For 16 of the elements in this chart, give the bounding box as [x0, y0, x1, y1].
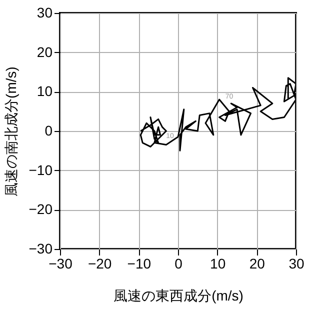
y-tick-label: −20: [28, 201, 53, 218]
x-tick-label: 0: [174, 256, 183, 272]
x-tick-label: 10: [210, 256, 226, 272]
y-tick-label: 30: [36, 4, 53, 20]
y-tick-label: −30: [28, 240, 53, 256]
x-tick-label: −30: [48, 256, 73, 272]
y-tick-label: 20: [36, 44, 53, 60]
x-tick-label: −20: [88, 256, 112, 272]
x-tick-label: −10: [127, 256, 152, 272]
y-axis-title: 風速の南北成分(m/s): [2, 66, 19, 196]
y-tick-label: −10: [28, 162, 53, 178]
x-tick-label: 30: [288, 256, 304, 272]
y-tick-label: 10: [36, 83, 53, 100]
x-axis-title: 風速の東西成分(m/s): [114, 288, 244, 304]
y-tick-label: 0: [44, 122, 53, 138]
x-tick-label: 20: [249, 256, 266, 272]
